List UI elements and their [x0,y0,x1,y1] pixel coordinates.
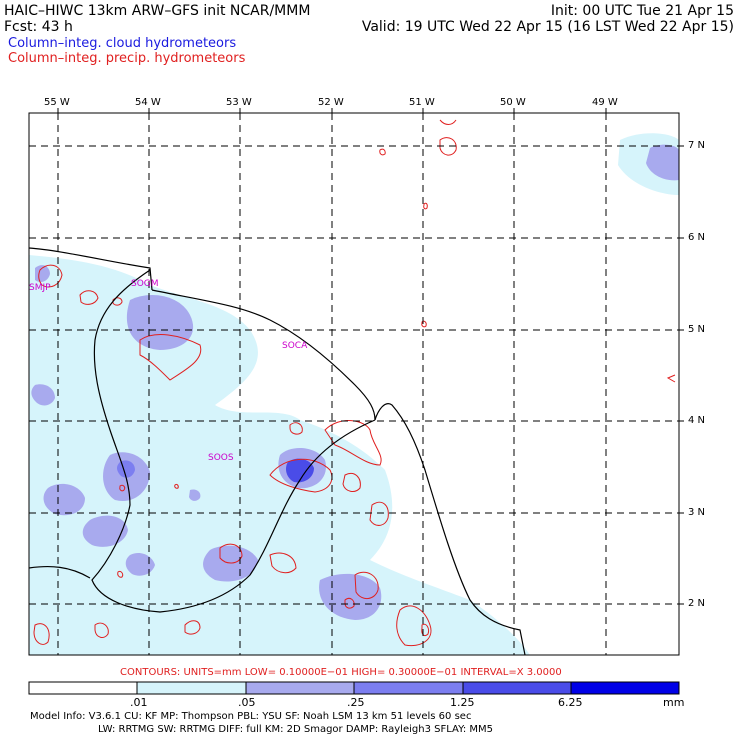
lat-label: 2 N [688,598,706,609]
map-frame [28,112,680,656]
lon-label: 50 W [500,97,526,108]
colorbar-tick: .01 [130,696,148,709]
forecast-hour: Fcst: 43 h [4,19,73,35]
station-label: SOOS [208,453,234,463]
cloud-shading-dark [117,460,135,478]
precip-contours [33,119,676,647]
station-label: SOGM [131,279,159,289]
colorbar-units: mm [663,696,685,709]
lat-label: 5 N [688,324,706,335]
lat-label: 3 N [688,507,706,518]
lon-label: 49 W [592,97,618,108]
colorbar [28,681,680,695]
lon-label: 52 W [318,97,344,108]
colorbar-tick: .05 [238,696,256,709]
lat-label: 4 N [688,415,706,426]
cloud-legend-label: Column–integ. cloud hydrometeors [8,36,237,51]
lat-label: 6 N [688,232,706,243]
model-info-line2: LW: RRTMG SW: RRTMG DIFF: full KM: 2D Sm… [98,724,494,735]
init-time: Init: 00 UTC Tue 21 Apr 15 [550,3,734,19]
cloud-shading-core [286,458,314,483]
lat-label: 7 N [688,140,706,151]
lat-lon-grid [29,113,679,655]
model-info-line1: Model Info: V3.6.1 CU: KF MP: Thompson P… [30,711,472,722]
colorbar-tick: .25 [347,696,365,709]
lon-label: 53 W [226,97,252,108]
colorbar-tick: 1.25 [450,696,475,709]
axis-ticks [57,108,684,605]
lon-label: 51 W [409,97,435,108]
station-label: SOCA [282,341,308,351]
valid-time: Valid: 19 UTC Wed 22 Apr 15 (16 LST Wed … [361,19,734,35]
contour-info: CONTOURS: UNITS=mm LOW= 0.10000E−01 HIGH… [120,667,562,678]
lon-label: 55 W [44,97,70,108]
precip-legend-label: Column–integ. precip. hydrometeors [8,51,246,66]
coastline [29,247,526,655]
station-label: SMJP [29,283,51,293]
colorbar-tick: 6.25 [558,696,583,709]
lon-label: 54 W [135,97,161,108]
model-title: HAIC–HIWC 13km ARW–GFS init NCAR/MMM [4,3,311,19]
